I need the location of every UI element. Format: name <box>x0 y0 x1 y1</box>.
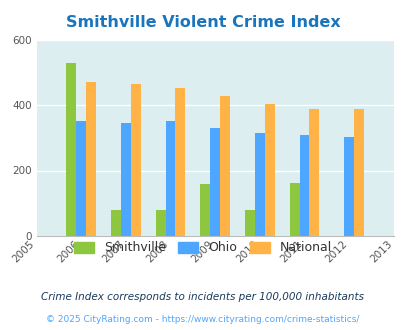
Bar <box>289 183 299 236</box>
Bar <box>264 104 274 236</box>
Bar <box>76 121 86 236</box>
Bar <box>86 82 96 236</box>
Bar <box>210 128 220 236</box>
Bar <box>200 184 210 236</box>
Bar <box>175 88 185 236</box>
Text: Crime Index corresponds to incidents per 100,000 inhabitants: Crime Index corresponds to incidents per… <box>41 292 364 302</box>
Bar <box>121 123 130 236</box>
Bar <box>343 137 353 236</box>
Bar <box>220 96 229 236</box>
Bar <box>309 109 318 236</box>
Text: Smithville Violent Crime Index: Smithville Violent Crime Index <box>66 15 339 30</box>
Bar <box>353 109 363 236</box>
Legend: Smithville, Ohio, National: Smithville, Ohio, National <box>69 236 336 259</box>
Bar <box>299 135 309 236</box>
Bar <box>156 210 165 236</box>
Bar <box>245 210 254 236</box>
Bar <box>111 210 121 236</box>
Bar <box>254 133 264 236</box>
Bar <box>165 121 175 236</box>
Text: © 2025 CityRating.com - https://www.cityrating.com/crime-statistics/: © 2025 CityRating.com - https://www.city… <box>46 315 359 324</box>
Bar <box>130 84 140 236</box>
Bar <box>66 62 76 236</box>
